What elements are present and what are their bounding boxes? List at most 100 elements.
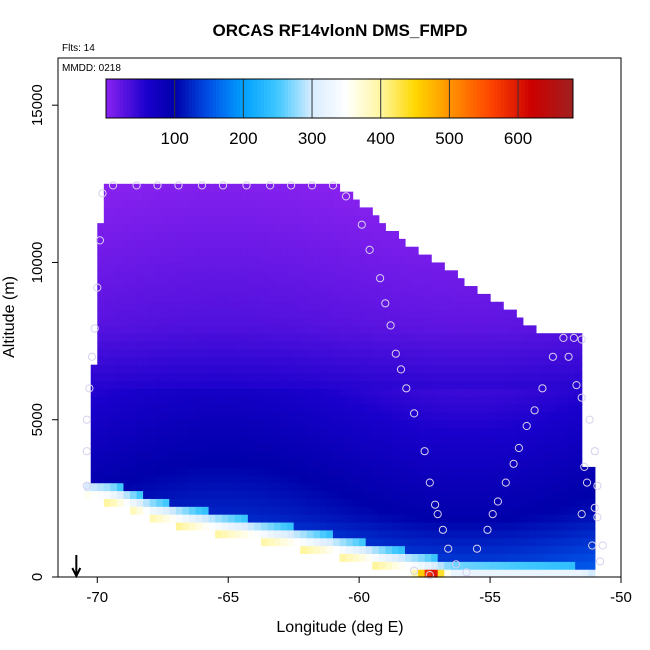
heatmap-cell (568, 341, 576, 350)
heatmap-cell (143, 388, 151, 397)
heatmap-cell (306, 459, 314, 468)
heatmap-cell (274, 278, 282, 287)
heatmap-cell (188, 506, 197, 515)
heatmap-cell (287, 514, 295, 523)
heatmap-cell (391, 286, 400, 295)
heatmap-cell (516, 419, 524, 429)
heatmap-cell (260, 191, 269, 201)
heatmap-cell (247, 223, 255, 232)
heatmap-cell (116, 301, 125, 311)
heatmap-cell (339, 199, 347, 209)
heatmap-cell (542, 537, 550, 547)
heatmap-cell (431, 411, 439, 421)
heatmap-cell (450, 270, 458, 279)
y-axis-label: Altitude (m) (1, 276, 18, 358)
heatmap-cell (332, 380, 341, 389)
heatmap-cell (339, 490, 347, 499)
heatmap-cell (588, 545, 596, 555)
heatmap-cell (90, 490, 98, 499)
heatmap-cell (352, 333, 360, 342)
heatmap-cell (267, 482, 275, 492)
heatmap-cell (326, 325, 334, 334)
heatmap-cell (385, 348, 393, 358)
heatmap-cell (470, 364, 478, 374)
heatmap-cell (149, 396, 157, 405)
heatmap-cell (365, 380, 373, 389)
heatmap-cell (195, 341, 203, 350)
heatmap-cell (352, 443, 360, 452)
heatmap-cell (287, 215, 295, 224)
heatmap-cell (110, 199, 118, 209)
heatmap-cell (260, 270, 269, 279)
heatmap-cell (431, 443, 439, 452)
heatmap-cell (274, 482, 282, 492)
heatmap-cell (424, 293, 432, 303)
heatmap-cell (182, 278, 190, 287)
heatmap-cell (247, 459, 255, 468)
heatmap-cell (103, 411, 111, 421)
heatmap-cell (562, 545, 570, 555)
heatmap-cell (103, 246, 111, 256)
heatmap-cell (503, 419, 511, 429)
heatmap-cell (411, 356, 419, 366)
heatmap-cell (555, 521, 563, 531)
heatmap-cell (228, 388, 236, 397)
heatmap-cell (306, 474, 314, 484)
heatmap-cell (319, 388, 328, 397)
heatmap-cell (483, 435, 491, 444)
heatmap-cell (378, 545, 386, 555)
heatmap-cell (280, 309, 288, 319)
heatmap-cell (352, 545, 360, 555)
heatmap-cell (365, 262, 373, 271)
heatmap-cell (241, 309, 249, 319)
heatmap-cell (378, 443, 386, 452)
heatmap-cell (555, 466, 563, 476)
heatmap-cell (463, 569, 472, 578)
heatmap-cell (562, 364, 570, 374)
heatmap-cell (188, 215, 197, 224)
heatmap-cell (175, 254, 183, 264)
heatmap-cell (411, 333, 419, 342)
heatmap-cell (123, 388, 131, 397)
heatmap-cell (509, 459, 517, 468)
heatmap-cell (234, 333, 242, 342)
heatmap-cell (182, 309, 190, 319)
heatmap-cell (365, 474, 373, 484)
heatmap-cell (228, 246, 236, 256)
heatmap-cell (221, 514, 229, 523)
heatmap-cell (306, 293, 314, 303)
heatmap-cell (208, 215, 216, 224)
heatmap-cell (503, 404, 511, 413)
heatmap-cell (496, 356, 504, 366)
heatmap-cell (332, 199, 341, 209)
heatmap-cell (391, 498, 400, 507)
heatmap-cell (457, 459, 465, 468)
heatmap-cell (411, 545, 419, 555)
heatmap-cell (215, 380, 223, 389)
heatmap-cell (182, 207, 190, 216)
heatmap-cell (470, 529, 478, 539)
heatmap-cell (221, 262, 229, 271)
heatmap-cell (529, 356, 537, 366)
heatmap-cell (444, 514, 452, 523)
heatmap-cell (332, 466, 341, 476)
heatmap-cell (476, 309, 485, 319)
heatmap-cell (372, 545, 380, 555)
y-tick-label: 15000 (29, 84, 46, 126)
heatmap-cell (247, 451, 255, 460)
track-point (386, 321, 395, 330)
heatmap-cell (568, 514, 576, 523)
heatmap-cell (247, 231, 255, 240)
heatmap-cell (352, 215, 360, 224)
heatmap-cell (274, 238, 282, 248)
heatmap-cell (463, 498, 472, 507)
heatmap-cell (195, 411, 203, 421)
heatmap-cell (418, 364, 426, 374)
heatmap-cell (418, 341, 426, 350)
heatmap-cell (319, 183, 328, 193)
heatmap-cell (313, 490, 321, 499)
heatmap-cell (359, 348, 367, 358)
heatmap-cell (274, 435, 282, 444)
heatmap-cell (496, 482, 504, 492)
